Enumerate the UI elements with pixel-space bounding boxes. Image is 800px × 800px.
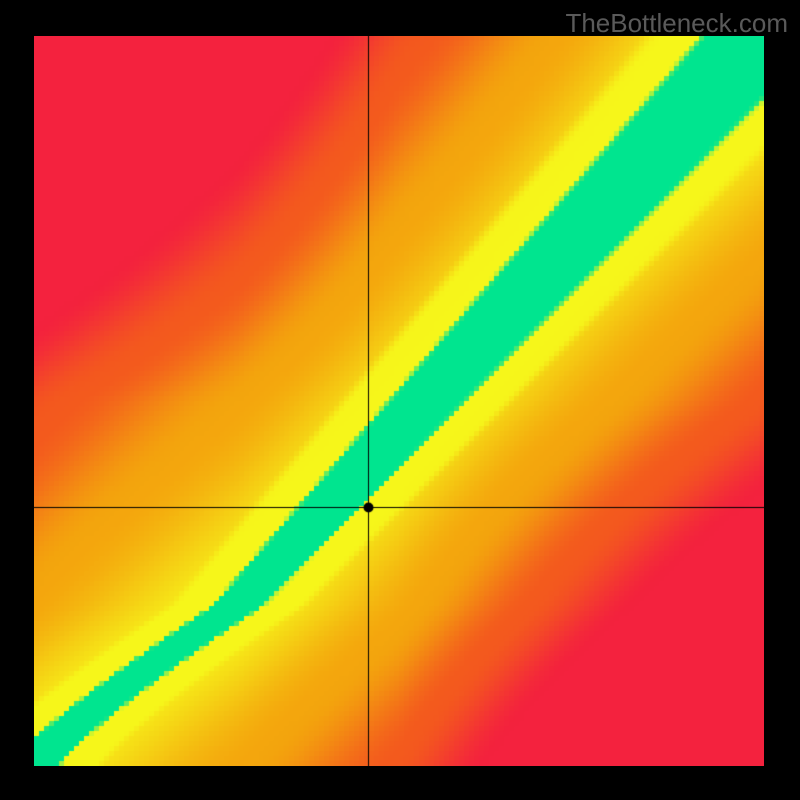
source-watermark: TheBottleneck.com xyxy=(565,8,788,39)
plot-area xyxy=(34,36,764,766)
bottleneck-heatmap xyxy=(34,36,764,766)
